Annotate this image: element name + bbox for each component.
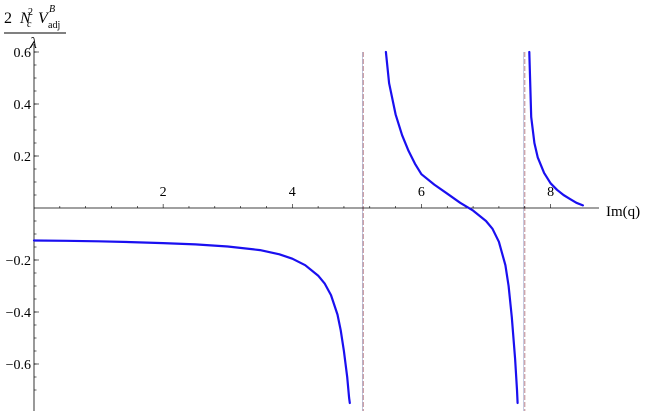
x-tick-label: 4	[289, 185, 296, 200]
x-axis-label: Im(q)	[606, 204, 640, 220]
series-line-segment	[32, 239, 351, 405]
series-line-segment	[528, 50, 584, 207]
y-tick-label: −0.6	[6, 358, 31, 373]
ylabel-n: N	[19, 10, 32, 27]
y-tick-label: 0.6	[14, 46, 32, 61]
ylabel-n-sub: c	[27, 19, 32, 30]
asymptote-lines	[362, 52, 526, 411]
y-tick-label: −0.2	[6, 254, 31, 269]
ylabel-coef: 2	[4, 10, 12, 27]
x-tick-label: 8	[547, 185, 554, 200]
x-tick-label: 2	[160, 185, 167, 200]
ylabel-v: V	[38, 10, 50, 27]
x-tick-label: 6	[418, 185, 425, 200]
y-tick-label: 0.4	[14, 98, 32, 113]
series-line-segment	[384, 50, 519, 405]
series-group	[32, 50, 584, 405]
y-axis-ticks: 0.6 0.4 0.2 −0.2 −0.4 −0.6	[6, 46, 39, 391]
ylabel-v-sup: B	[49, 4, 55, 15]
y-tick-label: −0.4	[6, 306, 31, 321]
y-tick-label: 0.2	[14, 150, 32, 165]
ylabel-v-sub: adj	[48, 20, 60, 31]
axes	[33, 44, 599, 411]
y-axis-label: 2 N c 2 V B adj λ	[4, 4, 66, 52]
x-axis-ticks: 2 4 6 8	[59, 185, 554, 208]
ylabel-n-sup: 2	[28, 7, 33, 18]
ylabel-denominator: λ	[29, 35, 37, 52]
svg-text:2 N: 2 N	[4, 10, 32, 27]
